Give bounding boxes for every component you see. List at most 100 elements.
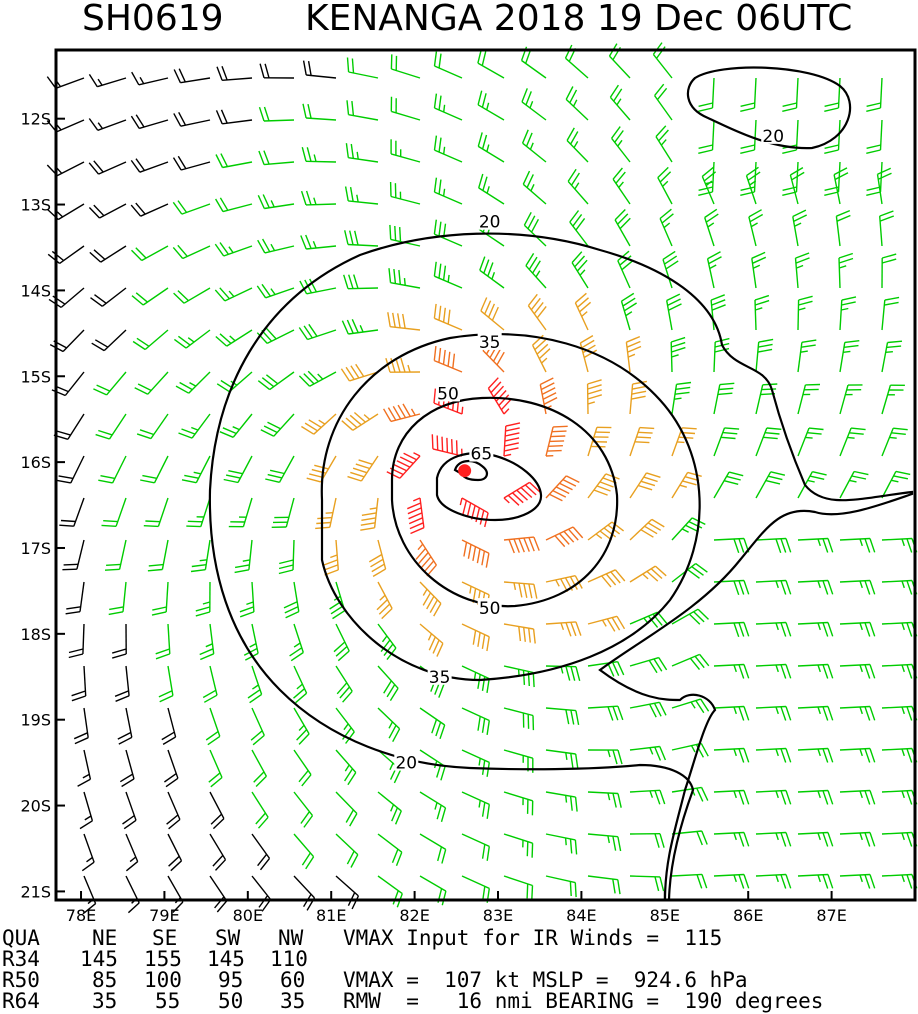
wind-barb [104, 539, 127, 571]
barb-shaft [587, 875, 618, 881]
barb-half-feather [817, 748, 821, 757]
x-tick-label: 79E [149, 906, 179, 925]
barb-feather [59, 524, 74, 527]
barb-feather [112, 648, 127, 654]
barb-feather [475, 507, 481, 523]
barb-half-feather [607, 749, 611, 758]
barb-feather [481, 844, 486, 859]
wind-barb [125, 875, 140, 914]
barb-shaft [167, 623, 171, 654]
barb-feather [676, 381, 692, 385]
barb-feather [395, 851, 403, 867]
barb-feather [780, 622, 787, 637]
barb-feather [106, 563, 121, 566]
barb-feather [617, 250, 630, 262]
barb-feather [579, 301, 592, 313]
barb-half-feather [690, 701, 696, 709]
wind-barb [587, 875, 621, 895]
barb-half-feather [187, 337, 195, 343]
barb-feather [526, 883, 529, 899]
barb-half-feather [775, 580, 779, 589]
barb-feather [388, 725, 397, 739]
barb-feather [824, 107, 839, 112]
barb-shaft [161, 539, 169, 570]
wind-barb [671, 427, 697, 457]
wind-barb [343, 274, 379, 290]
barb-feather [440, 807, 447, 822]
barb-feather [258, 150, 265, 165]
wind-barb [866, 119, 883, 154]
barb-half-feather [581, 311, 588, 317]
wind-barb [461, 791, 490, 819]
barb-half-feather [403, 278, 406, 286]
barb-feather [869, 538, 876, 553]
wind-barb [90, 287, 127, 307]
barb-shaft [881, 621, 913, 625]
barb-feather [306, 477, 321, 483]
barb-feather [838, 257, 854, 264]
barb-shaft [545, 707, 576, 712]
barb-feather [738, 874, 745, 889]
wind-barb [839, 705, 876, 721]
y-tick-label: 14S [20, 281, 51, 300]
wind-barb [839, 340, 860, 373]
barb-feather [351, 895, 360, 910]
barb-shaft [503, 426, 507, 457]
barb-half-feather [663, 222, 671, 229]
wind-barb [461, 749, 490, 777]
wind-barb [794, 252, 810, 289]
barb-feather [301, 774, 312, 787]
barb-half-feather [807, 479, 815, 483]
barb-feather [570, 710, 575, 725]
barb-feather [607, 706, 614, 721]
wind-barb [214, 197, 253, 213]
barb-feather [822, 748, 829, 763]
wind-barb [755, 579, 792, 595]
wind-barb [478, 173, 505, 205]
barb-shaft [434, 149, 463, 163]
barb-shaft [755, 789, 787, 793]
barb-feather [780, 874, 787, 889]
barb-feather [621, 292, 635, 302]
barb-shaft [377, 875, 403, 895]
barb-feather [65, 611, 81, 615]
barb-feather [94, 294, 107, 304]
barb-feather [822, 664, 829, 679]
barb-shaft [881, 789, 913, 793]
barb-feather [638, 431, 653, 434]
barb-shaft [391, 110, 421, 121]
barb-feather [278, 564, 294, 570]
barb-feather [438, 305, 442, 321]
wind-barb [797, 789, 834, 805]
wind-barb [333, 623, 350, 662]
barb-feather [253, 771, 265, 783]
barb-shaft [617, 260, 631, 289]
barb-half-feather [56, 211, 64, 218]
barb-shaft [797, 663, 829, 667]
wind-barb [662, 250, 679, 289]
barb-feather [743, 790, 750, 805]
barb-shaft [666, 300, 673, 331]
barb-feather [878, 172, 892, 180]
barb-feather [249, 693, 262, 704]
wind-barb [47, 203, 85, 221]
barb-feather [785, 706, 792, 721]
barb-feather [305, 856, 315, 870]
wind-barb [130, 114, 169, 130]
barb-feather [632, 385, 647, 390]
wind-barb [251, 791, 269, 829]
barb-feather [166, 814, 179, 825]
barb-shaft [713, 831, 745, 835]
wind-barb [545, 621, 582, 637]
wind-barb [755, 747, 792, 763]
barb-half-feather [817, 706, 821, 715]
barb-shaft [293, 623, 304, 653]
barb-shaft [150, 413, 169, 439]
barb-shaft [587, 833, 618, 838]
wind-barb [713, 621, 750, 638]
y-tick-label: 21S [20, 882, 51, 901]
r34-ne: 145 [80, 947, 118, 971]
barb-feather [345, 417, 358, 429]
wind-barb [340, 363, 379, 382]
barb-feather [659, 746, 667, 761]
